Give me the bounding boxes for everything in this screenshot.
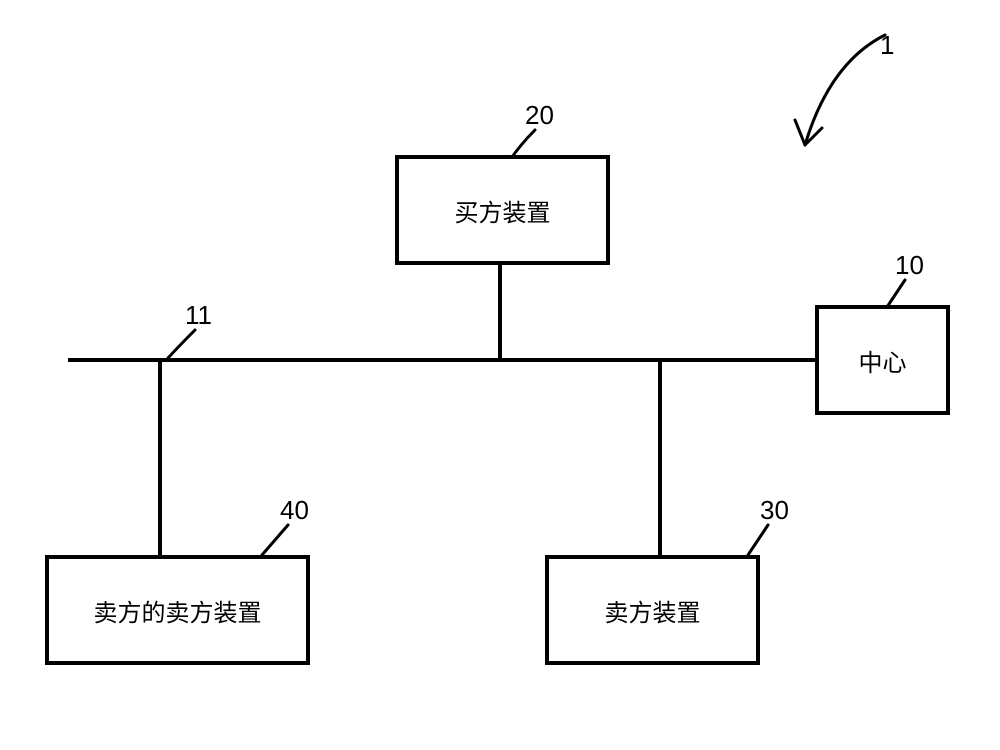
seller-device-label: 卖方装置: [605, 593, 701, 628]
diagram-canvas: 买方装置 中心 卖方装置 卖方的卖方装置 1 20 10 11 40 30: [0, 0, 1000, 750]
buyer-device-label: 买方装置: [455, 193, 551, 228]
ref-label-10: 10: [895, 250, 924, 281]
ref-label-20: 20: [525, 100, 554, 131]
seller-of-seller-device-label: 卖方的卖方装置: [94, 593, 262, 628]
buyer-device-box: 买方装置: [395, 155, 610, 265]
ref-label-40: 40: [280, 495, 309, 526]
ref-label-11: 11: [185, 300, 212, 331]
ref-label-30: 30: [760, 495, 789, 526]
ref-label-1: 1: [880, 30, 894, 61]
seller-device-box: 卖方装置: [545, 555, 760, 665]
center-box: 中心: [815, 305, 950, 415]
center-label: 中心: [859, 343, 907, 378]
seller-of-seller-device-box: 卖方的卖方装置: [45, 555, 310, 665]
